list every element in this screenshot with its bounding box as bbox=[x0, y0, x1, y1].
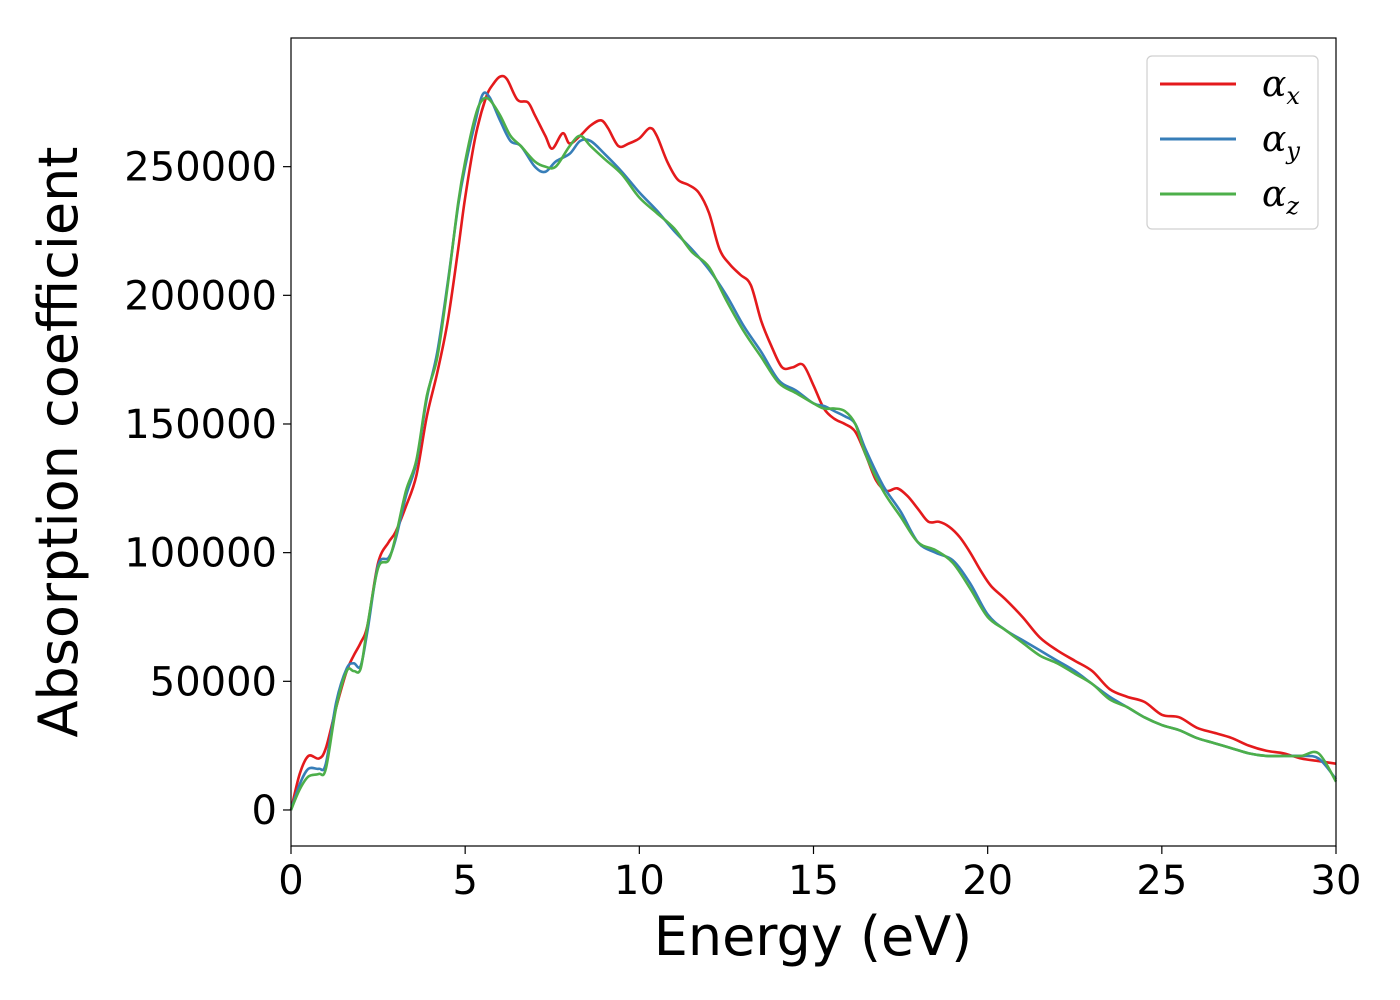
legend-label-alpha-x: αx bbox=[1262, 64, 1300, 110]
y-tick-label: 200000 bbox=[124, 273, 277, 319]
x-tick-label: 0 bbox=[278, 858, 303, 904]
x-axis-ticks: 0 5 10 15 20 25 30 bbox=[278, 846, 1361, 904]
y-tick-label: 250000 bbox=[124, 145, 277, 191]
x-tick-label: 25 bbox=[1136, 858, 1187, 904]
series-line-alpha-z bbox=[289, 96, 1338, 811]
legend-label-alpha-z: αz bbox=[1262, 174, 1299, 220]
legend-entries: αx αy αz bbox=[1160, 64, 1300, 220]
x-tick-label: 20 bbox=[962, 858, 1013, 904]
series-layer bbox=[289, 74, 1338, 811]
y-axis-label: Absorption coefficient bbox=[27, 147, 90, 738]
x-tick-label: 15 bbox=[788, 858, 839, 904]
series-line-alpha-x bbox=[289, 74, 1337, 811]
y-tick-label: 100000 bbox=[124, 531, 277, 577]
legend-label-alpha-y: αy bbox=[1262, 119, 1300, 165]
y-tick-label: 0 bbox=[252, 788, 277, 834]
x-tick-label: 5 bbox=[452, 858, 477, 904]
legend-box bbox=[1146, 55, 1319, 230]
x-tick-label: 30 bbox=[1311, 858, 1362, 904]
y-tick-label: 50000 bbox=[150, 659, 277, 705]
x-axis-label: Energy (eV) bbox=[654, 905, 973, 968]
x-tick-label: 10 bbox=[614, 858, 665, 904]
legend: αx αy αz bbox=[1146, 55, 1319, 230]
y-tick-label: 150000 bbox=[124, 402, 277, 448]
y-axis-ticks: 0 50000 100000 150000 200000 250000 bbox=[124, 145, 291, 834]
